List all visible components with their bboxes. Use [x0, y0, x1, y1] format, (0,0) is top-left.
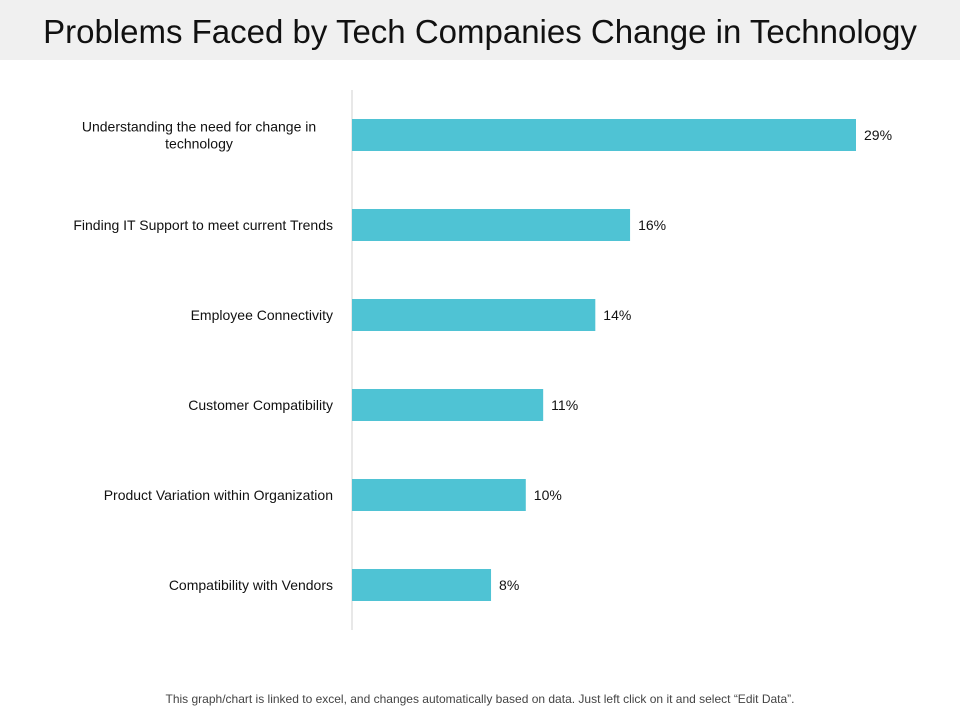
- bar-4[interactable]: [352, 389, 544, 421]
- bar-chart[interactable]: 29% Understanding the need for change in t…: [0, 0, 960, 680]
- bar-1[interactable]: [352, 119, 856, 151]
- category-label-6: Compatibility with Vendors: [169, 577, 333, 593]
- data-label-1: 29%: [864, 127, 892, 143]
- page-title: Problems Faced by Tech Companies Change …: [43, 13, 917, 50]
- category-label-5: Product Variation within Organization: [104, 487, 333, 503]
- category-label-1: Understanding the need for change in tech…: [82, 119, 316, 152]
- data-label-2: 16%: [638, 217, 666, 233]
- data-label-3: 14%: [603, 307, 631, 323]
- bar-3[interactable]: [352, 299, 596, 331]
- title-bar: [0, 0, 960, 60]
- footer-note: This graph/chart is linked to excel, and…: [165, 692, 795, 706]
- bar-6[interactable]: [352, 569, 492, 601]
- category-label-2: Finding IT Support to meet current Trend…: [73, 217, 333, 233]
- bar-5[interactable]: [352, 479, 526, 511]
- data-label-5: 10%: [534, 487, 562, 503]
- bar-2[interactable]: [352, 209, 631, 241]
- category-label-4: Customer Compatibility: [188, 397, 333, 413]
- category-label-3: Employee Connectivity: [191, 307, 333, 323]
- data-label-6: 8%: [499, 577, 519, 593]
- data-label-4: 11%: [551, 397, 578, 413]
